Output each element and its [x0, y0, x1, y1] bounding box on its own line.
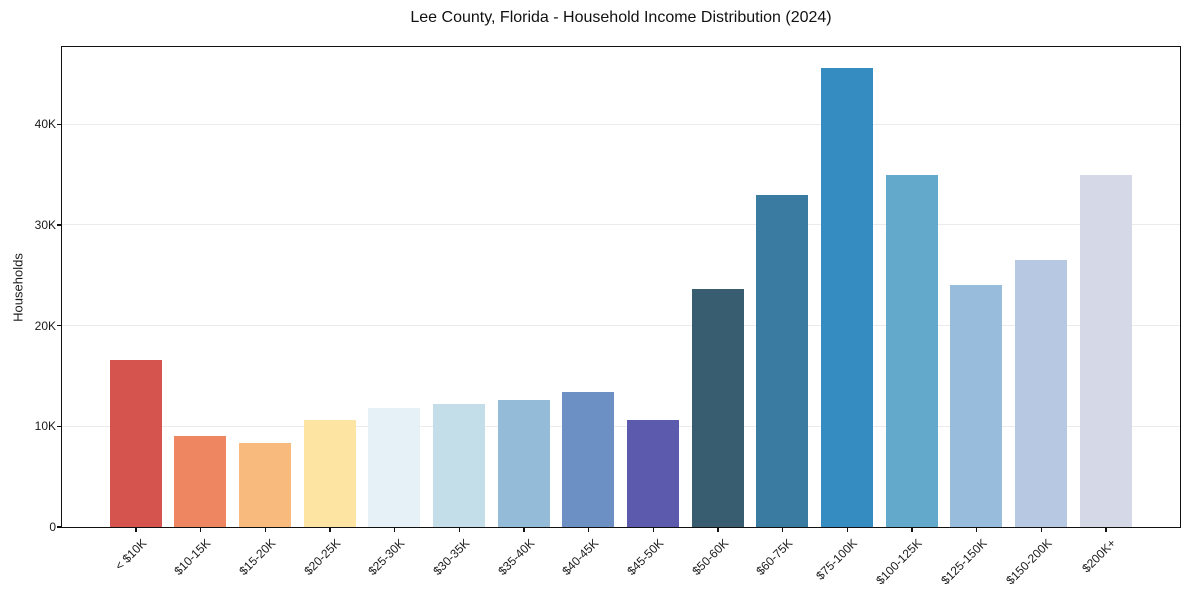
gridline-30K: [61, 224, 1180, 226]
x-tick-mark: [782, 527, 784, 532]
x-tick-mark: [264, 527, 266, 532]
y-tick-mark: [57, 123, 62, 126]
bar-$50-60K: [691, 289, 744, 527]
x-tick-label: $45-50K: [624, 536, 667, 578]
x-tick-label: $25-30K: [365, 536, 408, 578]
x-tick-label: < $10K: [111, 536, 149, 574]
gridline-10K: [61, 425, 1180, 427]
x-tick-label: $35-40K: [494, 536, 537, 578]
chart-title: Lee County, Florida - Household Income D…: [410, 9, 832, 26]
bar-$45-50K: [627, 420, 680, 527]
x-tick-label: $15-20K: [236, 536, 279, 578]
bar-$20-25K: [303, 420, 356, 527]
y-tick-mark: [57, 526, 62, 528]
x-tick-mark: [1105, 527, 1107, 532]
x-tick-mark: [200, 527, 202, 532]
y-tick-mark: [57, 325, 62, 327]
x-tick-label: $50-60K: [688, 536, 731, 578]
bar-$60-75K: [756, 194, 809, 527]
bar-<$10K: [109, 359, 162, 527]
y-tick-label: 30K: [34, 218, 56, 233]
x-tick-mark: [458, 527, 460, 532]
x-tick-label: $75-100K: [813, 536, 861, 583]
gridline-20K: [61, 324, 1180, 326]
x-tick-label: $10-15K: [171, 536, 214, 578]
y-tick-label: 40K: [34, 117, 56, 132]
bar-$40-45K: [562, 391, 615, 527]
bar-$30-35K: [433, 403, 486, 527]
bar-$35-40K: [497, 399, 550, 527]
bar-$25-30K: [368, 407, 421, 527]
plot-area: [60, 45, 1181, 528]
y-tick-label: 10K: [34, 419, 56, 434]
x-tick-label: $30-35K: [430, 536, 473, 578]
x-tick-mark: [717, 527, 719, 532]
bar-$200K+: [1079, 174, 1132, 527]
x-tick-label: $150-200K: [1002, 536, 1055, 588]
bar-$75-100K: [821, 67, 874, 527]
bar-$10-15K: [174, 436, 227, 527]
bar-$150-200K: [1015, 260, 1068, 527]
bar-$100-125K: [885, 174, 938, 527]
x-tick-mark: [523, 527, 525, 532]
x-tick-label: $200K+: [1079, 536, 1119, 576]
x-tick-mark: [846, 527, 848, 532]
x-tick-mark: [911, 527, 913, 532]
gridline-40K: [61, 123, 1180, 125]
x-tick-mark: [976, 527, 978, 532]
x-tick-mark: [135, 527, 137, 532]
x-tick-label: $40-45K: [559, 536, 602, 578]
x-tick-mark: [329, 527, 331, 532]
x-tick-label: $20-25K: [300, 536, 343, 578]
bar-$15-20K: [239, 443, 292, 527]
y-tick-label: 0: [49, 520, 56, 534]
x-tick-label: $125-150K: [938, 536, 990, 588]
x-tick-label: $60-75K: [753, 536, 796, 578]
x-tick-mark: [1040, 527, 1042, 532]
x-tick-mark: [652, 527, 654, 532]
x-tick-mark: [394, 527, 396, 532]
x-tick-label: $100-125K: [873, 536, 925, 588]
bar-$125-150K: [950, 285, 1003, 527]
y-tick-mark: [57, 425, 62, 428]
y-tick-mark: [57, 224, 62, 226]
x-tick-mark: [588, 527, 590, 532]
y-tick-label: 20K: [34, 318, 56, 333]
